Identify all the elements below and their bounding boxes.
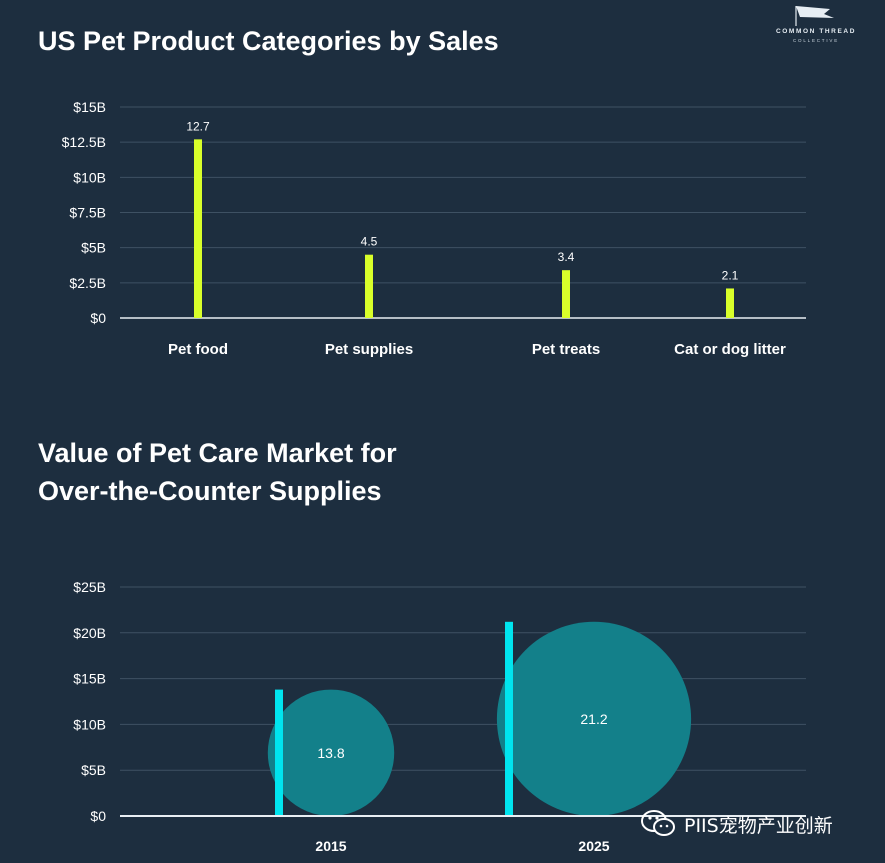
chart2-ytick-label: $0: [90, 808, 106, 824]
chart1-category-label: Pet supplies: [325, 341, 413, 358]
logo-subtext: COLLECTIVE: [792, 38, 839, 43]
chart1-category-label: Pet treats: [532, 341, 600, 358]
chart1-ytick-label: $15B: [73, 99, 106, 115]
chart2-bubble: [267, 689, 395, 817]
chart1-ytick-label: $10B: [73, 169, 106, 185]
chart2-title: Value of Pet Care Market for Over-the-Co…: [38, 434, 397, 510]
chart1-bar: [726, 288, 734, 318]
chart2-title-line2: Over-the-Counter Supplies: [38, 476, 382, 506]
chart1-data-label: 3.4: [558, 250, 575, 264]
chart2-data-label: 21.2: [580, 711, 607, 727]
chart2-ytick-label: $5B: [81, 762, 106, 778]
chart1-ytick-label: $7.5B: [69, 205, 106, 221]
chart1-ytick-label: $0: [90, 310, 106, 326]
watermark: PIIS宠物产业创新: [640, 806, 833, 842]
chart2-category-label: 2025: [578, 838, 609, 854]
watermark-text: PIIS宠物产业创新: [684, 814, 833, 837]
chart1-data-label: 2.1: [722, 268, 739, 282]
chart1-category-label: Cat or dog litter: [674, 341, 786, 358]
chart2-ytick-label: $15B: [73, 671, 106, 687]
chart2-category-label: 2015: [315, 838, 346, 854]
chart1-ytick-label: $2.5B: [69, 275, 106, 291]
chart1-data-label: 12.7: [186, 119, 210, 133]
flag-icon: [795, 6, 834, 26]
chart1-category-label: Pet food: [168, 341, 228, 358]
chart1-bar: [365, 254, 373, 318]
chart1-ytick-label: $5B: [81, 240, 106, 256]
wechat-icon: [641, 810, 675, 836]
chart1-title: US Pet Product Categories by Sales: [38, 26, 499, 56]
chart2-data-label: 13.8: [317, 745, 344, 761]
chart2-bar: [275, 689, 283, 816]
chart1-data-label: 4.5: [361, 235, 378, 249]
chart1-svg: $0 $2.5B $5B $7.5B $10B $12.5B $15B 12.7 Pet foo…: [62, 99, 806, 358]
chart1-bar: [562, 270, 570, 318]
chart2-ytick-label: $20B: [73, 625, 106, 641]
chart2-ytick-label: $10B: [73, 716, 106, 732]
chart1-bar: [194, 139, 202, 318]
common-thread-logo: COMMON THREAD COLLECTIVE: [766, 4, 866, 48]
chart2-bar: [505, 621, 513, 816]
chart1-ytick-label: $12.5B: [62, 134, 106, 150]
logo-text: COMMON THREAD: [775, 28, 857, 35]
chart2-bubble: [496, 621, 692, 816]
chart2-title-line1: Value of Pet Care Market for: [38, 438, 397, 468]
chart2-ytick-label: $25B: [73, 579, 106, 595]
